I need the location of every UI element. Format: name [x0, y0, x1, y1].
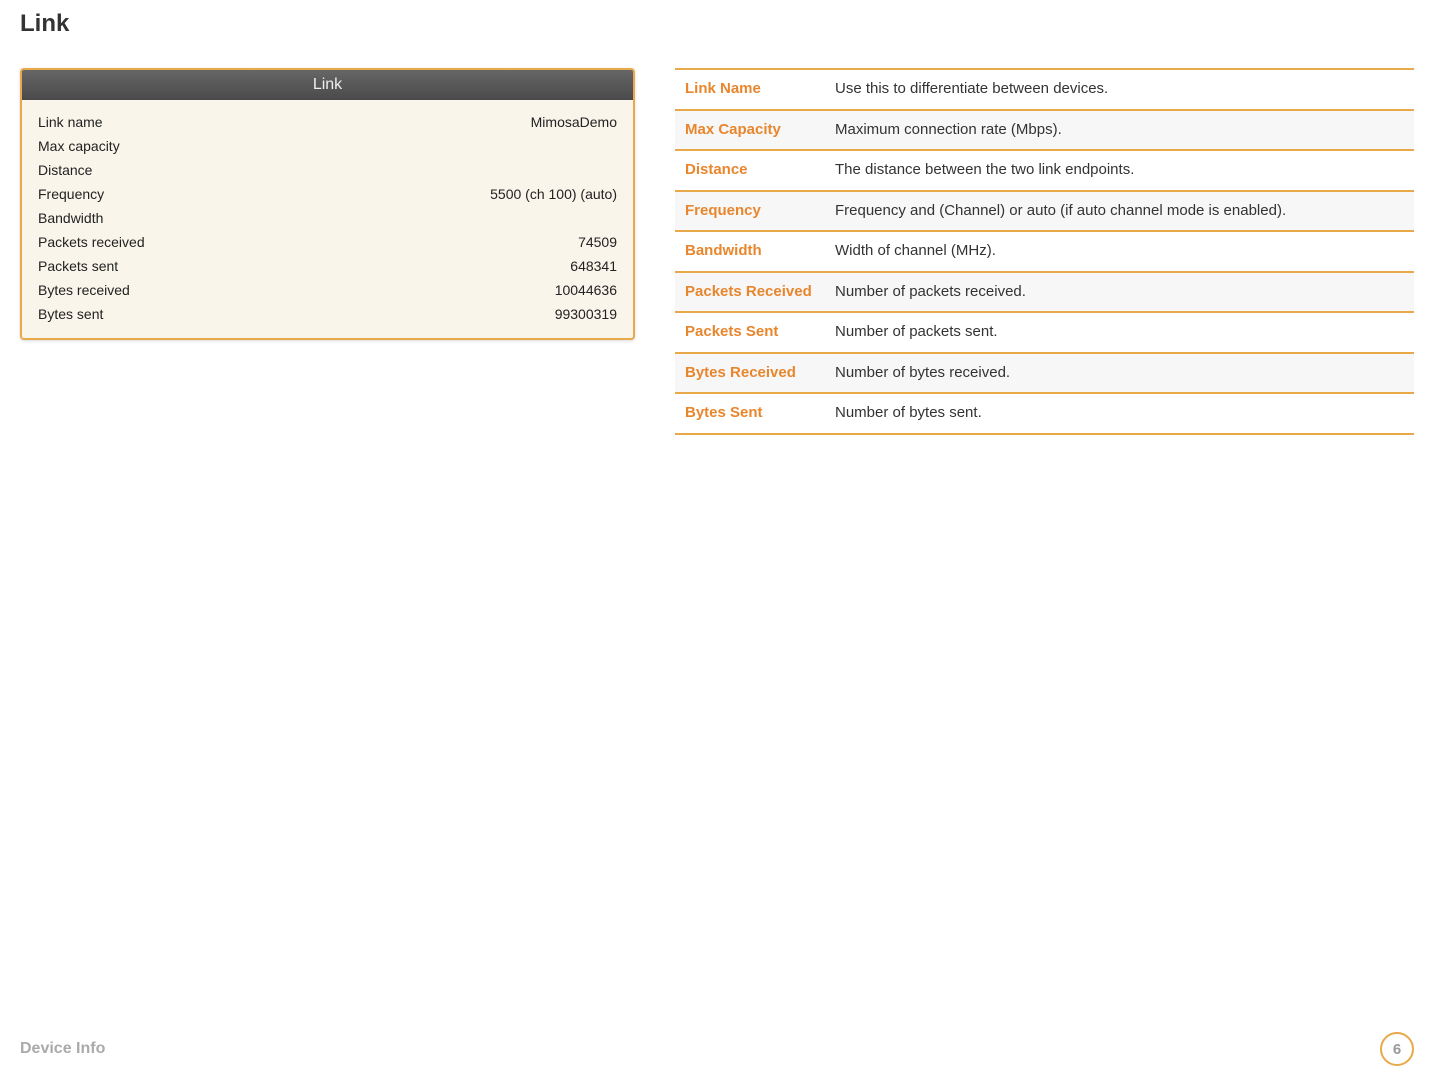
definition-desc: Frequency and (Channel) or auto (if auto…	[825, 191, 1414, 232]
definition-term: Packets Sent	[675, 312, 825, 353]
definition-desc: Maximum connection rate (Mbps).	[825, 110, 1414, 151]
panel-row: Link name MimosaDemo	[38, 110, 617, 134]
panel-row-label: Distance	[38, 162, 92, 178]
panel-row: Packets received 74509	[38, 230, 617, 254]
definition-table: Link Name Use this to differentiate betw…	[675, 68, 1414, 435]
table-row: Link Name Use this to differentiate betw…	[675, 69, 1414, 110]
definition-term: Bandwidth	[675, 231, 825, 272]
panel-row-label: Packets sent	[38, 258, 118, 274]
panel-row: Packets sent 648341	[38, 254, 617, 278]
panel-row-value: 74509	[578, 234, 617, 250]
definition-term: Link Name	[675, 69, 825, 110]
table-row: Max Capacity Maximum connection rate (Mb…	[675, 110, 1414, 151]
table-row: Bandwidth Width of channel (MHz).	[675, 231, 1414, 272]
panel-row: Max capacity	[38, 134, 617, 158]
panel-row-label: Frequency	[38, 186, 104, 202]
panel-row-value: 10044636	[555, 282, 617, 298]
panel-row-label: Link name	[38, 114, 103, 130]
panel-row: Bytes received 10044636	[38, 278, 617, 302]
definition-term: Bytes Sent	[675, 393, 825, 434]
table-row: Bytes Received Number of bytes received.	[675, 353, 1414, 394]
panel-row-label: Bytes sent	[38, 306, 103, 322]
panel-row: Bytes sent 99300319	[38, 302, 617, 326]
panel-row-value: 648341	[570, 258, 617, 274]
definition-desc: Number of bytes sent.	[825, 393, 1414, 434]
panel-row-label: Bandwidth	[38, 210, 103, 226]
page-title: Link	[20, 10, 1414, 38]
page-footer: Device Info 6	[20, 1032, 1414, 1066]
panel-row-label: Max capacity	[38, 138, 120, 154]
link-panel-header: Link	[22, 70, 633, 100]
page-number-badge: 6	[1380, 1032, 1414, 1066]
link-panel-body: Link name MimosaDemo Max capacity Distan…	[22, 100, 633, 338]
table-row: Packets Received Number of packets recei…	[675, 272, 1414, 313]
definition-desc: Use this to differentiate between device…	[825, 69, 1414, 110]
table-row: Distance The distance between the two li…	[675, 150, 1414, 191]
footer-section-label: Device Info	[20, 1040, 105, 1058]
definition-term: Packets Received	[675, 272, 825, 313]
panel-row-value: 5500 (ch 100) (auto)	[490, 186, 617, 202]
left-column: Link Link name MimosaDemo Max capacity D…	[20, 68, 635, 340]
panel-row: Distance	[38, 158, 617, 182]
panel-row-value: MimosaDemo	[531, 114, 617, 130]
definition-desc: Number of packets received.	[825, 272, 1414, 313]
panel-row: Frequency 5500 (ch 100) (auto)	[38, 182, 617, 206]
panel-row-value: 99300319	[555, 306, 617, 322]
definition-term: Distance	[675, 150, 825, 191]
definition-term: Bytes Received	[675, 353, 825, 394]
table-row: Frequency Frequency and (Channel) or aut…	[675, 191, 1414, 232]
link-panel: Link Link name MimosaDemo Max capacity D…	[20, 68, 635, 340]
panel-row-label: Bytes received	[38, 282, 130, 298]
right-column: Link Name Use this to differentiate betw…	[675, 68, 1414, 435]
definition-desc: The distance between the two link endpoi…	[825, 150, 1414, 191]
table-row: Bytes Sent Number of bytes sent.	[675, 393, 1414, 434]
definition-desc: Number of packets sent.	[825, 312, 1414, 353]
definition-term: Frequency	[675, 191, 825, 232]
table-row: Packets Sent Number of packets sent.	[675, 312, 1414, 353]
definition-desc: Width of channel (MHz).	[825, 231, 1414, 272]
definition-desc: Number of bytes received.	[825, 353, 1414, 394]
definition-term: Max Capacity	[675, 110, 825, 151]
panel-row: Bandwidth	[38, 206, 617, 230]
panel-row-label: Packets received	[38, 234, 145, 250]
content-wrap: Link Link name MimosaDemo Max capacity D…	[20, 68, 1414, 435]
